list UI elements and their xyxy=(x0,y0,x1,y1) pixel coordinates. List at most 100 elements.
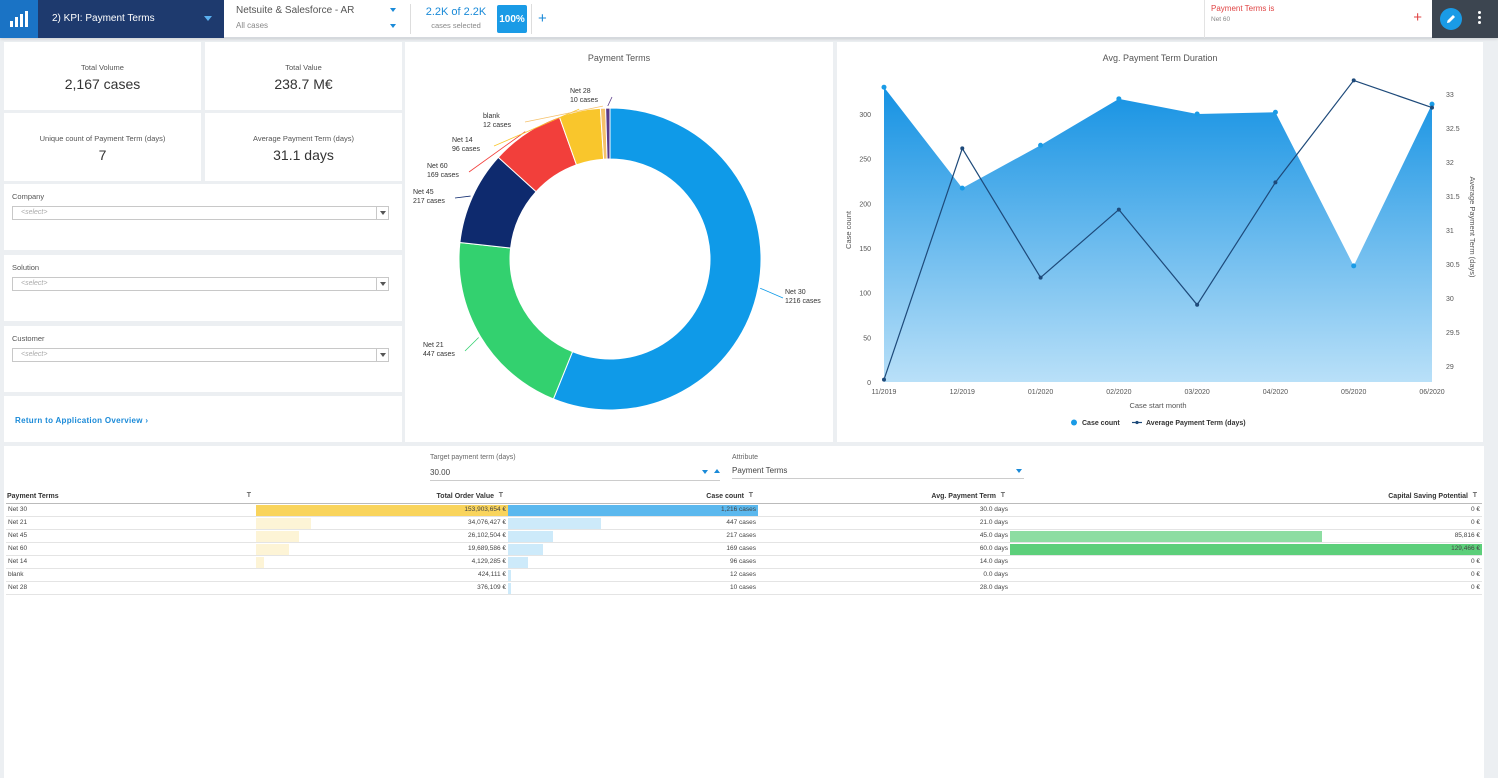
column-header[interactable]: Case count T xyxy=(508,490,758,504)
cell-text: 28.0 days xyxy=(979,584,1008,591)
payment-terms-donut-panel: Payment Terms Net 30 1216 cases Net 21 447 … xyxy=(405,42,833,442)
column-header[interactable]: Payment Terms T xyxy=(6,490,256,504)
chevron-down-icon[interactable] xyxy=(376,207,388,219)
y2-axis-label: Average Payment Term (days) xyxy=(1468,176,1477,278)
slice-label: Net 30 xyxy=(785,289,806,296)
column-header[interactable]: Capital Saving Potential T xyxy=(1010,490,1482,504)
case-count-point[interactable] xyxy=(1351,263,1357,269)
edit-button[interactable] xyxy=(1440,8,1462,30)
avg-term-line xyxy=(883,79,1433,380)
chevron-down-icon[interactable] xyxy=(376,349,388,361)
chevron-down-icon xyxy=(204,16,212,21)
legend-label: Average Payment Term (days) xyxy=(1146,420,1246,427)
case-count-point[interactable] xyxy=(1194,111,1200,117)
table-row[interactable]: Net 28 376,109 € 10 cases 28.0 days 0 € xyxy=(6,581,1482,595)
donut-chart: Net 30 1216 cases Net 21 447 cases Net 45 217… xyxy=(413,88,821,411)
table-cell: 0 € xyxy=(1010,555,1482,569)
column-label: Avg. Payment Term xyxy=(931,492,996,500)
filter-label: Company xyxy=(12,192,45,201)
filter-icon[interactable]: T xyxy=(246,492,251,499)
avg-term-point[interactable] xyxy=(1195,302,1200,307)
app-logo[interactable] xyxy=(0,0,38,38)
avg-term-point[interactable] xyxy=(882,377,886,382)
avg-term-point[interactable] xyxy=(1116,207,1121,212)
column-label: Payment Terms xyxy=(7,492,59,500)
leader-line xyxy=(454,195,471,199)
filter-icon[interactable]: T xyxy=(1000,492,1005,499)
table-cell: Net 30 xyxy=(6,503,256,517)
avg-term-point[interactable] xyxy=(1038,275,1043,280)
more-options-icon[interactable] xyxy=(1478,11,1482,26)
data-bar xyxy=(256,504,508,516)
company-select[interactable]: <select> xyxy=(12,206,389,220)
percent-badge[interactable]: 100% xyxy=(497,5,527,33)
y2-tick-label: 29.5 xyxy=(1446,330,1460,337)
kpi-total-volume: Total Volume 2,167 cases xyxy=(4,42,201,110)
column-label: Total Order Value xyxy=(436,492,494,500)
filter-icon[interactable]: T xyxy=(748,492,753,499)
legend-marker xyxy=(1071,419,1077,426)
avg-term-point[interactable] xyxy=(1351,78,1356,83)
donut-slice[interactable] xyxy=(458,241,574,400)
add-filter-icon[interactable]: + xyxy=(538,10,547,27)
add-icon[interactable]: + xyxy=(1413,9,1422,26)
select-placeholder: <select> xyxy=(21,280,48,287)
case-count-point[interactable] xyxy=(881,84,887,90)
target-term-input[interactable]: 30.00 xyxy=(430,468,720,481)
data-bar xyxy=(1010,543,1482,555)
datasource-selector[interactable]: Netsuite & Salesforce - AR All cases xyxy=(226,0,406,38)
case-count-point[interactable] xyxy=(1116,96,1122,102)
table-row[interactable]: Net 60 19,689,586 € 169 cases 60.0 days 129,… xyxy=(6,542,1482,556)
chevron-down-icon[interactable] xyxy=(1016,469,1022,473)
return-to-overview-link[interactable]: Return to Application Overview › xyxy=(15,416,149,425)
table-row[interactable]: Net 45 26,102,504 € 217 cases 45.0 days 85,8… xyxy=(6,529,1482,543)
table-row[interactable]: Net 30 153,903,654 € 1,216 cases 30.0 days 0… xyxy=(6,503,1482,517)
chevron-down-icon[interactable] xyxy=(376,278,388,290)
case-count-point[interactable] xyxy=(959,185,965,191)
avg-term-point[interactable] xyxy=(1430,105,1434,110)
table-row[interactable]: blank 424,111 € 12 cases 0.0 days 0 € xyxy=(6,568,1482,582)
table-cell: Net 45 xyxy=(6,529,256,543)
column-header[interactable]: Avg. Payment Term T xyxy=(758,490,1010,504)
y-tick-label: 100 xyxy=(859,291,871,298)
table-cell: 34,076,427 € xyxy=(256,516,508,530)
filter-icon[interactable]: T xyxy=(1472,492,1477,499)
donut-slice[interactable] xyxy=(605,107,611,160)
case-count-area[interactable] xyxy=(884,87,1432,382)
kpi-total-value: Total Value 238.7 M€ xyxy=(205,42,402,110)
table-row[interactable]: Net 21 34,076,427 € 447 cases 21.0 days 0 € xyxy=(6,516,1482,530)
chart-title: Avg. Payment Term Duration xyxy=(1102,53,1218,63)
sheet-selector[interactable]: 2) KPI: Payment Terms xyxy=(38,0,224,38)
filter-icon[interactable]: T xyxy=(498,492,503,499)
case-count-point[interactable] xyxy=(1038,142,1044,148)
cell-text: 0.0 days xyxy=(983,571,1008,578)
cell-text: 96 cases xyxy=(729,558,756,565)
table-row[interactable]: Net 14 4,129,285 € 96 cases 14.0 days 0 € xyxy=(6,555,1482,569)
table-cell: blank xyxy=(6,568,256,582)
data-bar xyxy=(508,582,511,594)
donut-slice[interactable] xyxy=(552,107,762,411)
cases-selected[interactable]: 2.2K of 2.2K cases selected xyxy=(418,6,494,30)
column-header[interactable]: Total Order Value T xyxy=(256,490,508,504)
avg-term-point[interactable] xyxy=(960,146,965,151)
table-cell: 60.0 days xyxy=(758,542,1010,556)
avg-term-point[interactable] xyxy=(1273,180,1278,185)
slice-value: 96 cases xyxy=(452,146,481,153)
increment-icon[interactable] xyxy=(714,469,720,473)
table-cell: 376,109 € xyxy=(256,581,508,595)
case-count-point[interactable] xyxy=(1272,109,1278,115)
table-cell: 169 cases xyxy=(508,542,758,556)
active-filter-chip[interactable]: Payment Terms is Net 60 + xyxy=(1204,0,1430,38)
table-cell: 0 € xyxy=(1010,503,1482,517)
attribute-select[interactable]: Payment Terms xyxy=(732,466,1024,479)
y2-tick-label: 32.5 xyxy=(1446,126,1460,133)
data-bar xyxy=(256,530,299,542)
data-bar xyxy=(256,543,289,555)
cell-text: 21.0 days xyxy=(979,519,1008,526)
customer-select[interactable]: <select> xyxy=(12,348,389,362)
decrement-icon[interactable] xyxy=(702,470,708,474)
table-header-row: Payment Terms T Total Order Value T Case c… xyxy=(6,490,1482,504)
case-count-point[interactable] xyxy=(1429,101,1435,107)
solution-select[interactable]: <select> xyxy=(12,277,389,291)
data-bar xyxy=(508,504,758,516)
